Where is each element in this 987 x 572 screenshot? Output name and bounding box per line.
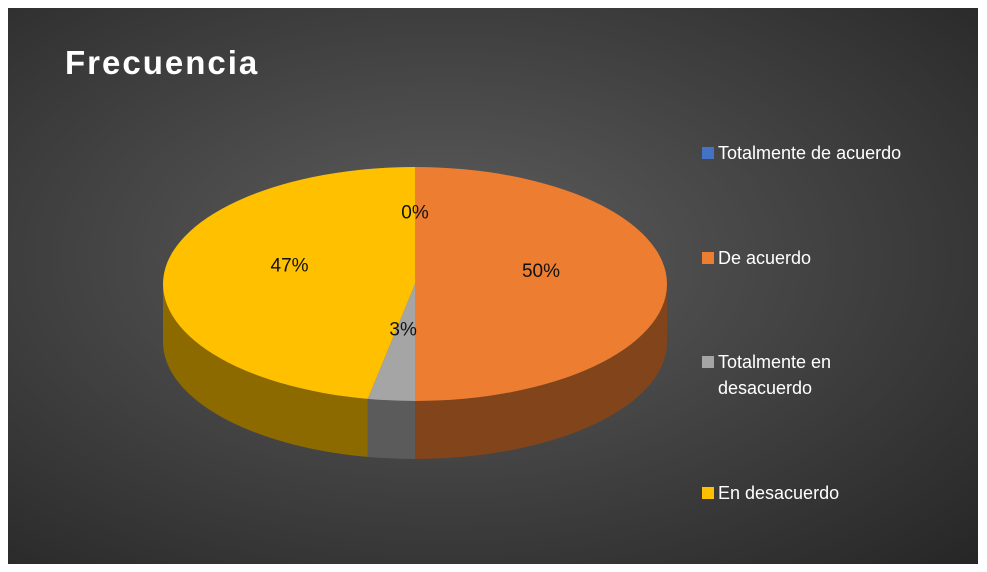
data-label: 47% bbox=[271, 256, 309, 277]
legend-label: En desacuerdo bbox=[718, 482, 840, 503]
legend-swatch bbox=[702, 147, 714, 159]
legend-label: Totalmente de acuerdo bbox=[718, 143, 902, 163]
legend-item: De acuerdo bbox=[702, 245, 916, 271]
legend-item: En desacuerdo bbox=[702, 480, 916, 506]
legend-swatch bbox=[702, 486, 714, 499]
chart-area: 0% 50% 3% 47% Frecuencia Totalmente de acue… bbox=[8, 8, 978, 564]
legend-item: Totalmente en desacuerdo bbox=[702, 349, 916, 401]
legend-item: Totalmente de acuerdo bbox=[702, 140, 916, 166]
pie-side bbox=[367, 398, 415, 459]
pie-side bbox=[415, 284, 667, 459]
legend-label: De acuerdo bbox=[718, 247, 812, 268]
chart-title: Frecuencia bbox=[65, 44, 260, 81]
pie-slice bbox=[162, 167, 415, 399]
data-label: 50% bbox=[522, 261, 560, 282]
data-label: 0% bbox=[401, 203, 429, 224]
legend-label: Totalmente en desacuerdo bbox=[718, 352, 832, 399]
legend-swatch bbox=[702, 356, 714, 369]
pie-slice bbox=[367, 284, 415, 401]
chart: 0% 50% 3% 47% bbox=[162, 167, 667, 459]
legend-swatch bbox=[702, 251, 714, 264]
legend: Totalmente de acuerdo De acuerdo Totalment… bbox=[702, 140, 916, 506]
data-label: 3% bbox=[389, 319, 417, 340]
pie-slice bbox=[415, 167, 667, 401]
pie-side bbox=[163, 284, 368, 457]
